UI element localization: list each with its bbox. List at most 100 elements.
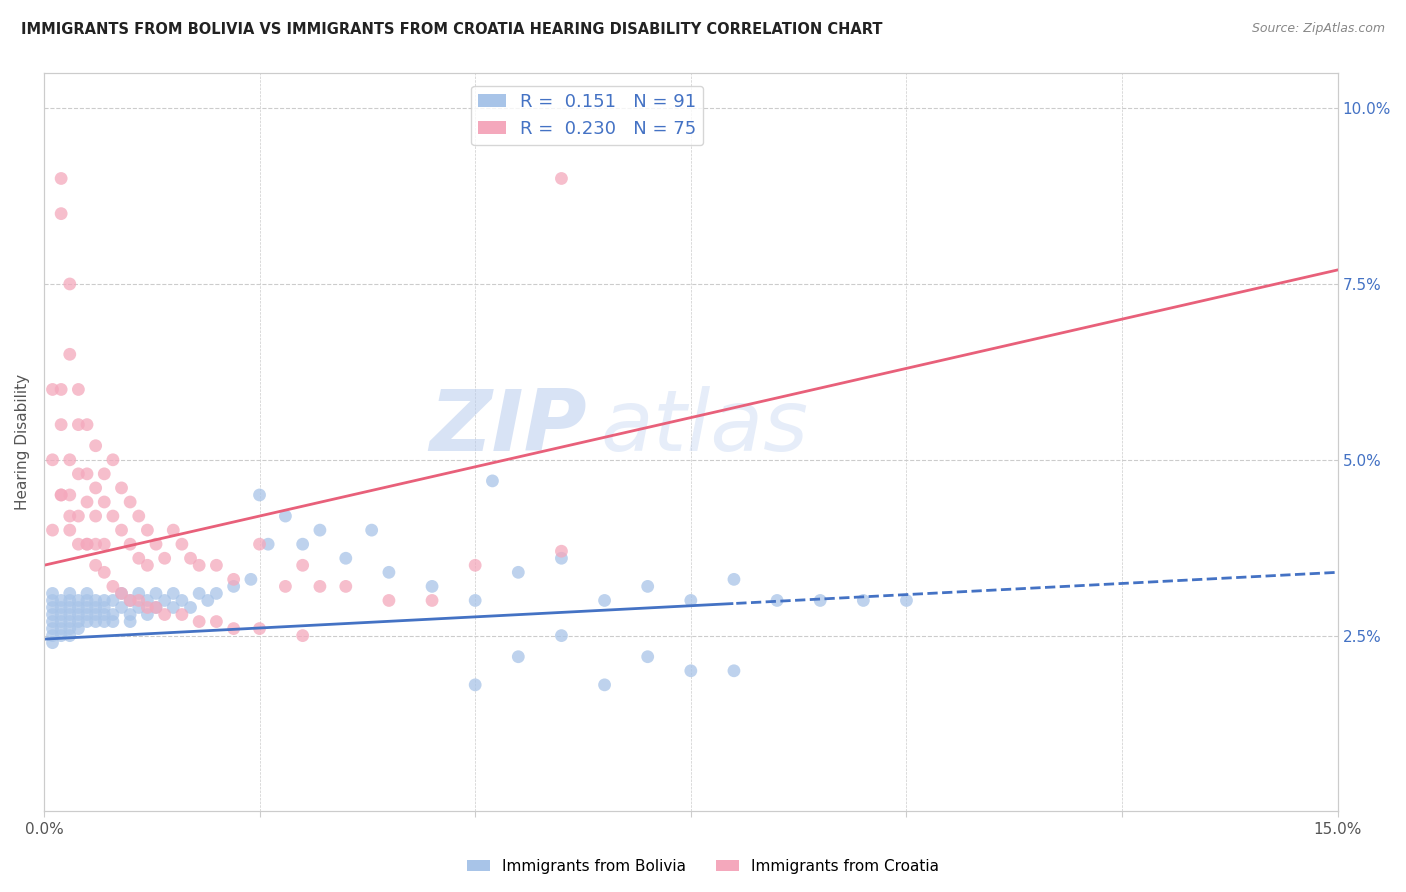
Point [222, 622, 245, 636]
Point [41, 383, 63, 397]
Point [378, 566, 401, 580]
Point [153, 607, 176, 622]
Point [84, 509, 107, 524]
Point [59, 629, 82, 643]
Point [67, 622, 90, 636]
Point [145, 586, 167, 600]
Point [84, 481, 107, 495]
Point [120, 593, 142, 607]
Text: ZIP: ZIP [430, 386, 588, 469]
Point [420, 593, 443, 607]
Point [67, 607, 90, 622]
Point [120, 495, 142, 509]
Point [550, 551, 572, 566]
Point [249, 537, 271, 551]
Point [170, 537, 193, 551]
Point [136, 523, 159, 537]
Text: Source: ZipAtlas.com: Source: ZipAtlas.com [1251, 22, 1385, 36]
Point [309, 579, 332, 593]
Point [93, 467, 115, 481]
Point [41, 615, 63, 629]
Point [49, 629, 72, 643]
Point [153, 593, 176, 607]
Point [49, 171, 72, 186]
Point [101, 593, 124, 607]
Point [67, 537, 90, 551]
Point [162, 523, 184, 537]
Point [93, 600, 115, 615]
Point [136, 558, 159, 573]
Point [291, 629, 314, 643]
Point [464, 678, 486, 692]
Point [101, 579, 124, 593]
Point [180, 600, 202, 615]
Point [59, 488, 82, 502]
Point [896, 593, 918, 607]
Point [59, 523, 82, 537]
Point [170, 607, 193, 622]
Point [59, 622, 82, 636]
Point [41, 593, 63, 607]
Point [153, 551, 176, 566]
Point [49, 593, 72, 607]
Point [76, 495, 98, 509]
Point [274, 579, 297, 593]
Point [59, 452, 82, 467]
Point [309, 523, 332, 537]
Point [84, 439, 107, 453]
Point [84, 600, 107, 615]
Point [136, 607, 159, 622]
Point [205, 586, 228, 600]
Point [41, 452, 63, 467]
Point [120, 615, 142, 629]
Point [41, 586, 63, 600]
Point [76, 467, 98, 481]
Point [76, 537, 98, 551]
Point [335, 551, 357, 566]
Point [84, 537, 107, 551]
Point [128, 600, 150, 615]
Point [481, 474, 503, 488]
Point [84, 593, 107, 607]
Point [249, 488, 271, 502]
Point [274, 509, 297, 524]
Point [67, 615, 90, 629]
Point [637, 579, 659, 593]
Point [679, 593, 702, 607]
Point [120, 593, 142, 607]
Point [723, 664, 745, 678]
Point [239, 573, 262, 587]
Point [41, 523, 63, 537]
Point [637, 649, 659, 664]
Point [766, 593, 789, 607]
Point [128, 586, 150, 600]
Point [84, 558, 107, 573]
Point [222, 573, 245, 587]
Point [110, 523, 132, 537]
Point [59, 347, 82, 361]
Point [145, 537, 167, 551]
Point [360, 523, 382, 537]
Point [93, 593, 115, 607]
Point [110, 600, 132, 615]
Point [808, 593, 831, 607]
Point [257, 537, 280, 551]
Point [550, 629, 572, 643]
Text: atlas: atlas [600, 386, 808, 469]
Point [59, 586, 82, 600]
Point [49, 607, 72, 622]
Point [291, 558, 314, 573]
Point [110, 586, 132, 600]
Point [93, 615, 115, 629]
Point [59, 277, 82, 291]
Point [76, 607, 98, 622]
Point [723, 573, 745, 587]
Point [59, 607, 82, 622]
Point [180, 551, 202, 566]
Point [93, 495, 115, 509]
Point [464, 558, 486, 573]
Point [76, 586, 98, 600]
Point [188, 558, 211, 573]
Point [508, 649, 530, 664]
Point [93, 566, 115, 580]
